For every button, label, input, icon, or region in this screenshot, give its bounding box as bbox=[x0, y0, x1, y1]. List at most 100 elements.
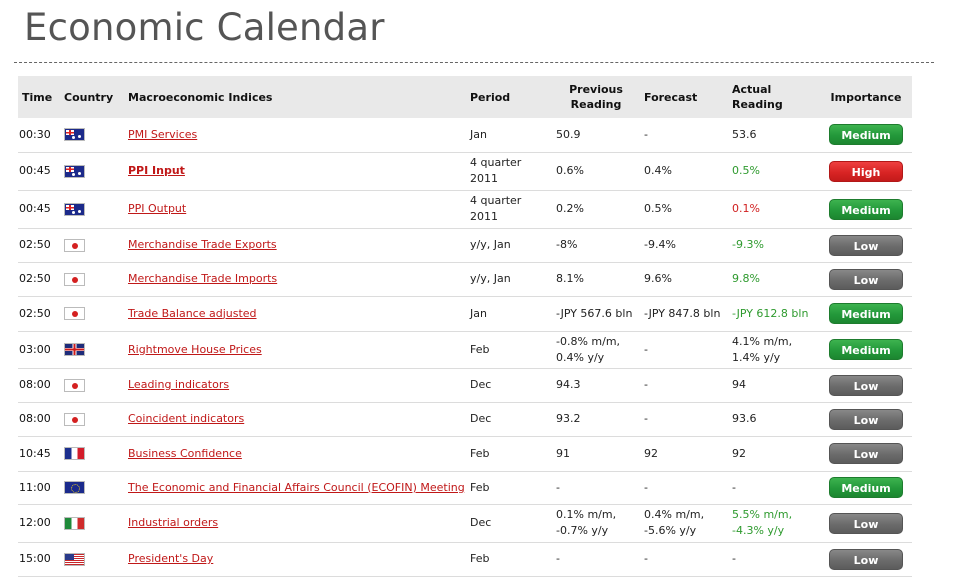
header-previous-line-2: Reading bbox=[570, 98, 622, 111]
indicator-link[interactable]: Industrial orders bbox=[128, 516, 219, 529]
forecast-value-line: 9.6% bbox=[644, 272, 672, 285]
importance-badge: Medium bbox=[829, 124, 903, 146]
cell-country bbox=[60, 402, 124, 437]
indicator-link[interactable]: Business Confidence bbox=[128, 446, 242, 460]
cell-period: Feb bbox=[466, 471, 552, 505]
indicator-link[interactable]: Merchandise Trade Imports bbox=[128, 272, 278, 285]
table-row: 02:50 Trade Balance adjusted Jan -JPY 567.6… bbox=[18, 296, 912, 332]
table-row: 02:50 Merchandise Trade Exports y/y, Jan -8… bbox=[18, 228, 912, 263]
cell-importance: Low bbox=[820, 262, 912, 297]
header-period: Period bbox=[466, 76, 552, 118]
cell-country bbox=[60, 436, 124, 472]
cell-country bbox=[60, 152, 124, 191]
table-row: 02:50 Merchandise Trade Imports y/y, Jan 8.… bbox=[18, 262, 912, 297]
importance-badge: Medium bbox=[829, 198, 903, 220]
importance-badge: High bbox=[829, 160, 903, 182]
cell-country bbox=[60, 331, 124, 369]
previous-value-line: 0.4% y/y bbox=[556, 350, 605, 364]
cell-time: 02:50 bbox=[18, 296, 60, 332]
cell-previous: -0.8% m/m, 0.4% y/y bbox=[552, 331, 640, 369]
cell-actual: 94 bbox=[728, 368, 820, 403]
title-divider bbox=[14, 62, 934, 63]
importance-badge: Medium bbox=[829, 477, 903, 498]
cell-actual: 93.6 bbox=[728, 402, 820, 437]
cell-time: 11:00 bbox=[18, 471, 60, 505]
table-row: 10:45 Business Confidence Feb 91 92 92 Low bbox=[18, 436, 912, 472]
cell-indicator: President's Day bbox=[124, 542, 466, 577]
header-previous: Previous Reading bbox=[552, 76, 640, 118]
header-forecast-label: Forecast bbox=[644, 90, 698, 104]
page-title: Economic Calendar bbox=[24, 6, 385, 49]
cell-previous: -JPY 567.6 bln bbox=[552, 296, 640, 332]
time-value: 08:00 bbox=[19, 378, 51, 391]
header-actual-line-1: Actual bbox=[732, 83, 772, 96]
cell-previous: - bbox=[552, 542, 640, 577]
cell-time: 02:50 bbox=[18, 262, 60, 297]
forecast-value-line: -JPY 847.8 bln bbox=[644, 306, 721, 320]
table-row: 03:00 Rightmove House Prices Feb -0.8% m/m,… bbox=[18, 331, 912, 369]
importance-badge: Medium bbox=[829, 303, 903, 324]
cell-indicator: Rightmove House Prices bbox=[124, 331, 466, 369]
indicator-link[interactable]: PMI Services bbox=[128, 127, 198, 141]
flag-australia-icon bbox=[64, 202, 85, 216]
cell-previous: 8.1% bbox=[552, 262, 640, 297]
cell-period: Jan bbox=[466, 296, 552, 332]
cell-forecast: - bbox=[640, 542, 728, 577]
period-value-line: 4 quarter bbox=[470, 156, 522, 169]
cell-indicator: PPI Input bbox=[124, 152, 466, 191]
cell-importance: Medium bbox=[820, 190, 912, 229]
cell-indicator: PMI Services bbox=[124, 118, 466, 153]
indicator-link[interactable]: Coincident indicators bbox=[128, 412, 245, 425]
period-value-line: Dec bbox=[470, 516, 492, 529]
cell-importance: Low bbox=[820, 504, 912, 543]
flag-eu-icon bbox=[64, 481, 85, 494]
cell-actual: - bbox=[728, 542, 820, 577]
flag-japan-icon bbox=[64, 412, 85, 426]
cell-period: Feb bbox=[466, 331, 552, 369]
cell-actual: 0.5% bbox=[728, 152, 820, 191]
flag-japan-icon bbox=[64, 272, 85, 286]
cell-importance: Low bbox=[820, 402, 912, 437]
time-value: 00:30 bbox=[19, 127, 51, 141]
cell-previous: -8% bbox=[552, 228, 640, 263]
actual-value-line: -JPY 612.8 bln bbox=[732, 306, 809, 320]
indicator-link[interactable]: President's Day bbox=[128, 552, 214, 565]
forecast-value-line: - bbox=[644, 127, 648, 141]
indicator-link[interactable]: PPI Input bbox=[128, 164, 185, 177]
header-indices: Macroeconomic Indices bbox=[124, 76, 466, 118]
cell-forecast: 0.4% bbox=[640, 152, 728, 191]
importance-badge: Low bbox=[829, 548, 903, 570]
indicator-link[interactable]: PPI Output bbox=[128, 202, 187, 215]
indicator-link[interactable]: Trade Balance adjusted bbox=[128, 306, 257, 320]
indicator-link[interactable]: Merchandise Trade Exports bbox=[128, 238, 277, 251]
forecast-value-line: - bbox=[644, 552, 648, 565]
header-previous-line-1: Previous bbox=[569, 83, 623, 96]
header-importance-label: Importance bbox=[830, 90, 902, 104]
cell-indicator: PPI Output bbox=[124, 190, 466, 229]
table-header-row: Time Country Macroeconomic Indices Perio… bbox=[18, 76, 912, 118]
cell-importance: Medium bbox=[820, 471, 912, 505]
cell-time: 00:45 bbox=[18, 152, 60, 191]
indicator-link[interactable]: Leading indicators bbox=[128, 378, 230, 391]
cell-actual: 9.8% bbox=[728, 262, 820, 297]
cell-period: 4 quarter 2011 bbox=[466, 152, 552, 191]
cell-period: Feb bbox=[466, 436, 552, 472]
header-indices-label: Macroeconomic Indices bbox=[128, 90, 273, 104]
header-actual: Actual Reading bbox=[728, 76, 820, 118]
cell-importance: Low bbox=[820, 436, 912, 472]
table-row: 00:45 PPI Input 4 quarter 2011 0.6% 0.4% 0.5% H… bbox=[18, 152, 912, 191]
indicator-link[interactable]: The Economic and Financial Affairs Counc… bbox=[128, 480, 465, 494]
table-row: 08:00 Coincident indicators Dec 93.2 - 93.6 Lo… bbox=[18, 402, 912, 437]
actual-value-line: -4.3% y/y bbox=[732, 524, 785, 537]
cell-period: 4 quarter 2011 bbox=[466, 190, 552, 229]
indicator-link[interactable]: Rightmove House Prices bbox=[128, 342, 262, 356]
period-value-line: Feb bbox=[470, 552, 490, 565]
actual-value-line: 0.1% bbox=[732, 202, 760, 215]
cell-forecast: -9.4% bbox=[640, 228, 728, 263]
cell-period: Jan bbox=[466, 118, 552, 153]
actual-value-line: 0.5% bbox=[732, 164, 760, 177]
cell-previous: 50.9 bbox=[552, 118, 640, 153]
previous-value-line: 0.1% m/m, bbox=[556, 508, 617, 521]
cell-importance: Low bbox=[820, 368, 912, 403]
header-importance: Importance bbox=[820, 76, 912, 118]
